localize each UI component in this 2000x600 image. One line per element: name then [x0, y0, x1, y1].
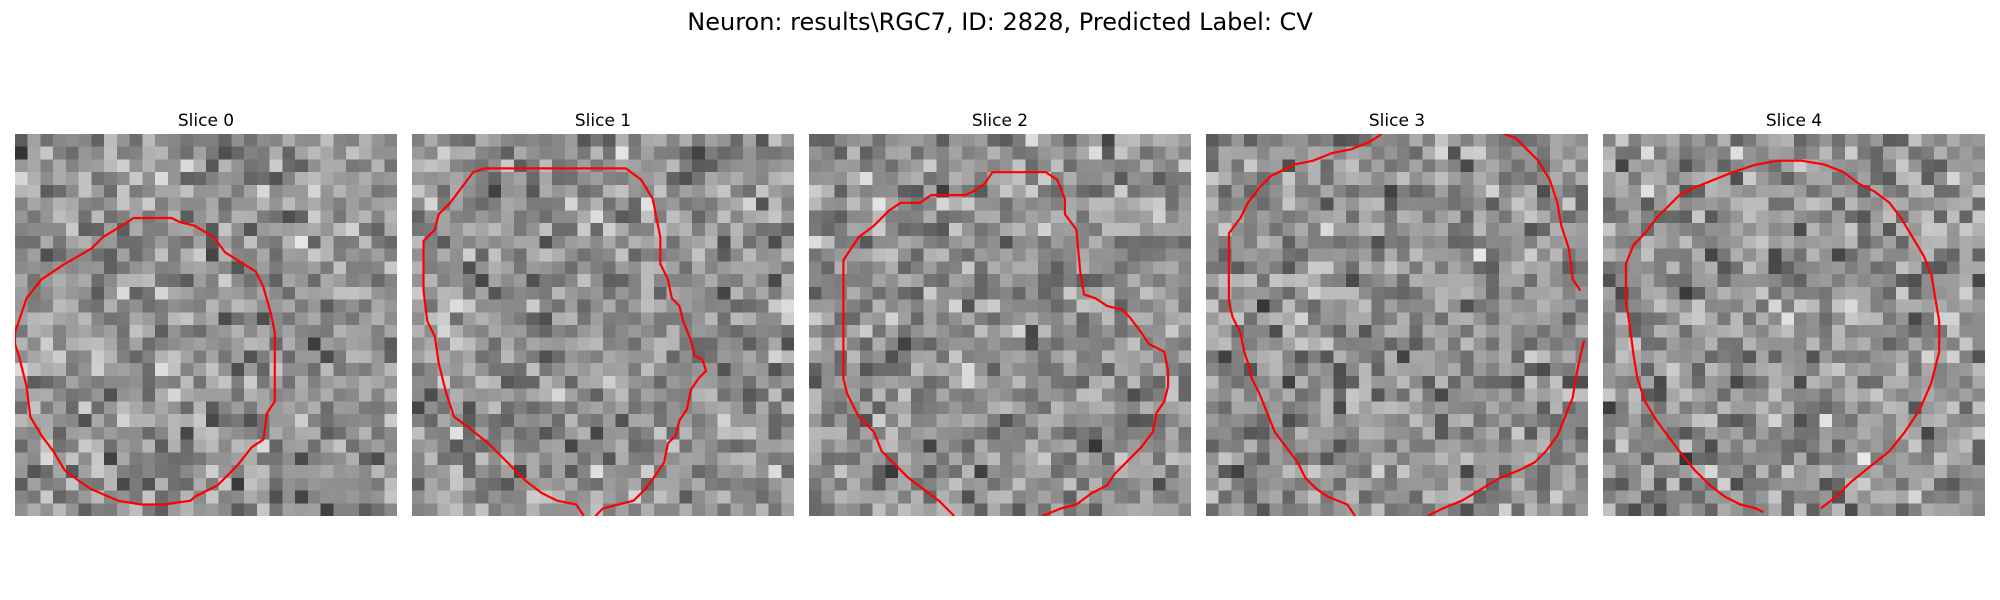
pixel-grid [1603, 134, 1985, 516]
slice-panel-0: Slice 0 [15, 110, 397, 516]
slice-title-3: Slice 3 [1368, 111, 1426, 131]
cell-contour [1624, 159, 1941, 514]
slice-title-0: Slice 0 [177, 111, 235, 131]
figure-title: Neuron: results\RGC7, ID: 2828, Predicte… [687, 8, 1313, 36]
slice-panel-3: Slice 3 [1206, 110, 1588, 516]
pixel-grid [412, 134, 794, 516]
slice-panel-1: Slice 1 [412, 110, 794, 516]
cell-contour [1227, 134, 1383, 516]
slice-panel-4: Slice 4 [1603, 110, 1985, 516]
slice-title-2: Slice 2 [971, 111, 1029, 131]
slice-image-3 [1206, 134, 1588, 516]
slice-image-0 [15, 134, 397, 516]
cell-contour [842, 171, 1170, 516]
slice-image-2 [809, 134, 1191, 516]
slice-image-4 [1603, 134, 1985, 516]
slice-image-1 [412, 134, 794, 516]
cell-contour [15, 216, 276, 506]
pixel-grid [15, 134, 397, 516]
slice-title-1: Slice 1 [574, 111, 632, 131]
pixel-grid [1206, 134, 1588, 516]
cell-contour [1503, 134, 1582, 292]
pixel-grid [809, 134, 1191, 516]
slice-panel-2: Slice 2 [809, 110, 1191, 516]
slice-title-4: Slice 4 [1765, 111, 1823, 131]
cell-contour [422, 167, 708, 516]
cell-contour [1427, 340, 1586, 516]
